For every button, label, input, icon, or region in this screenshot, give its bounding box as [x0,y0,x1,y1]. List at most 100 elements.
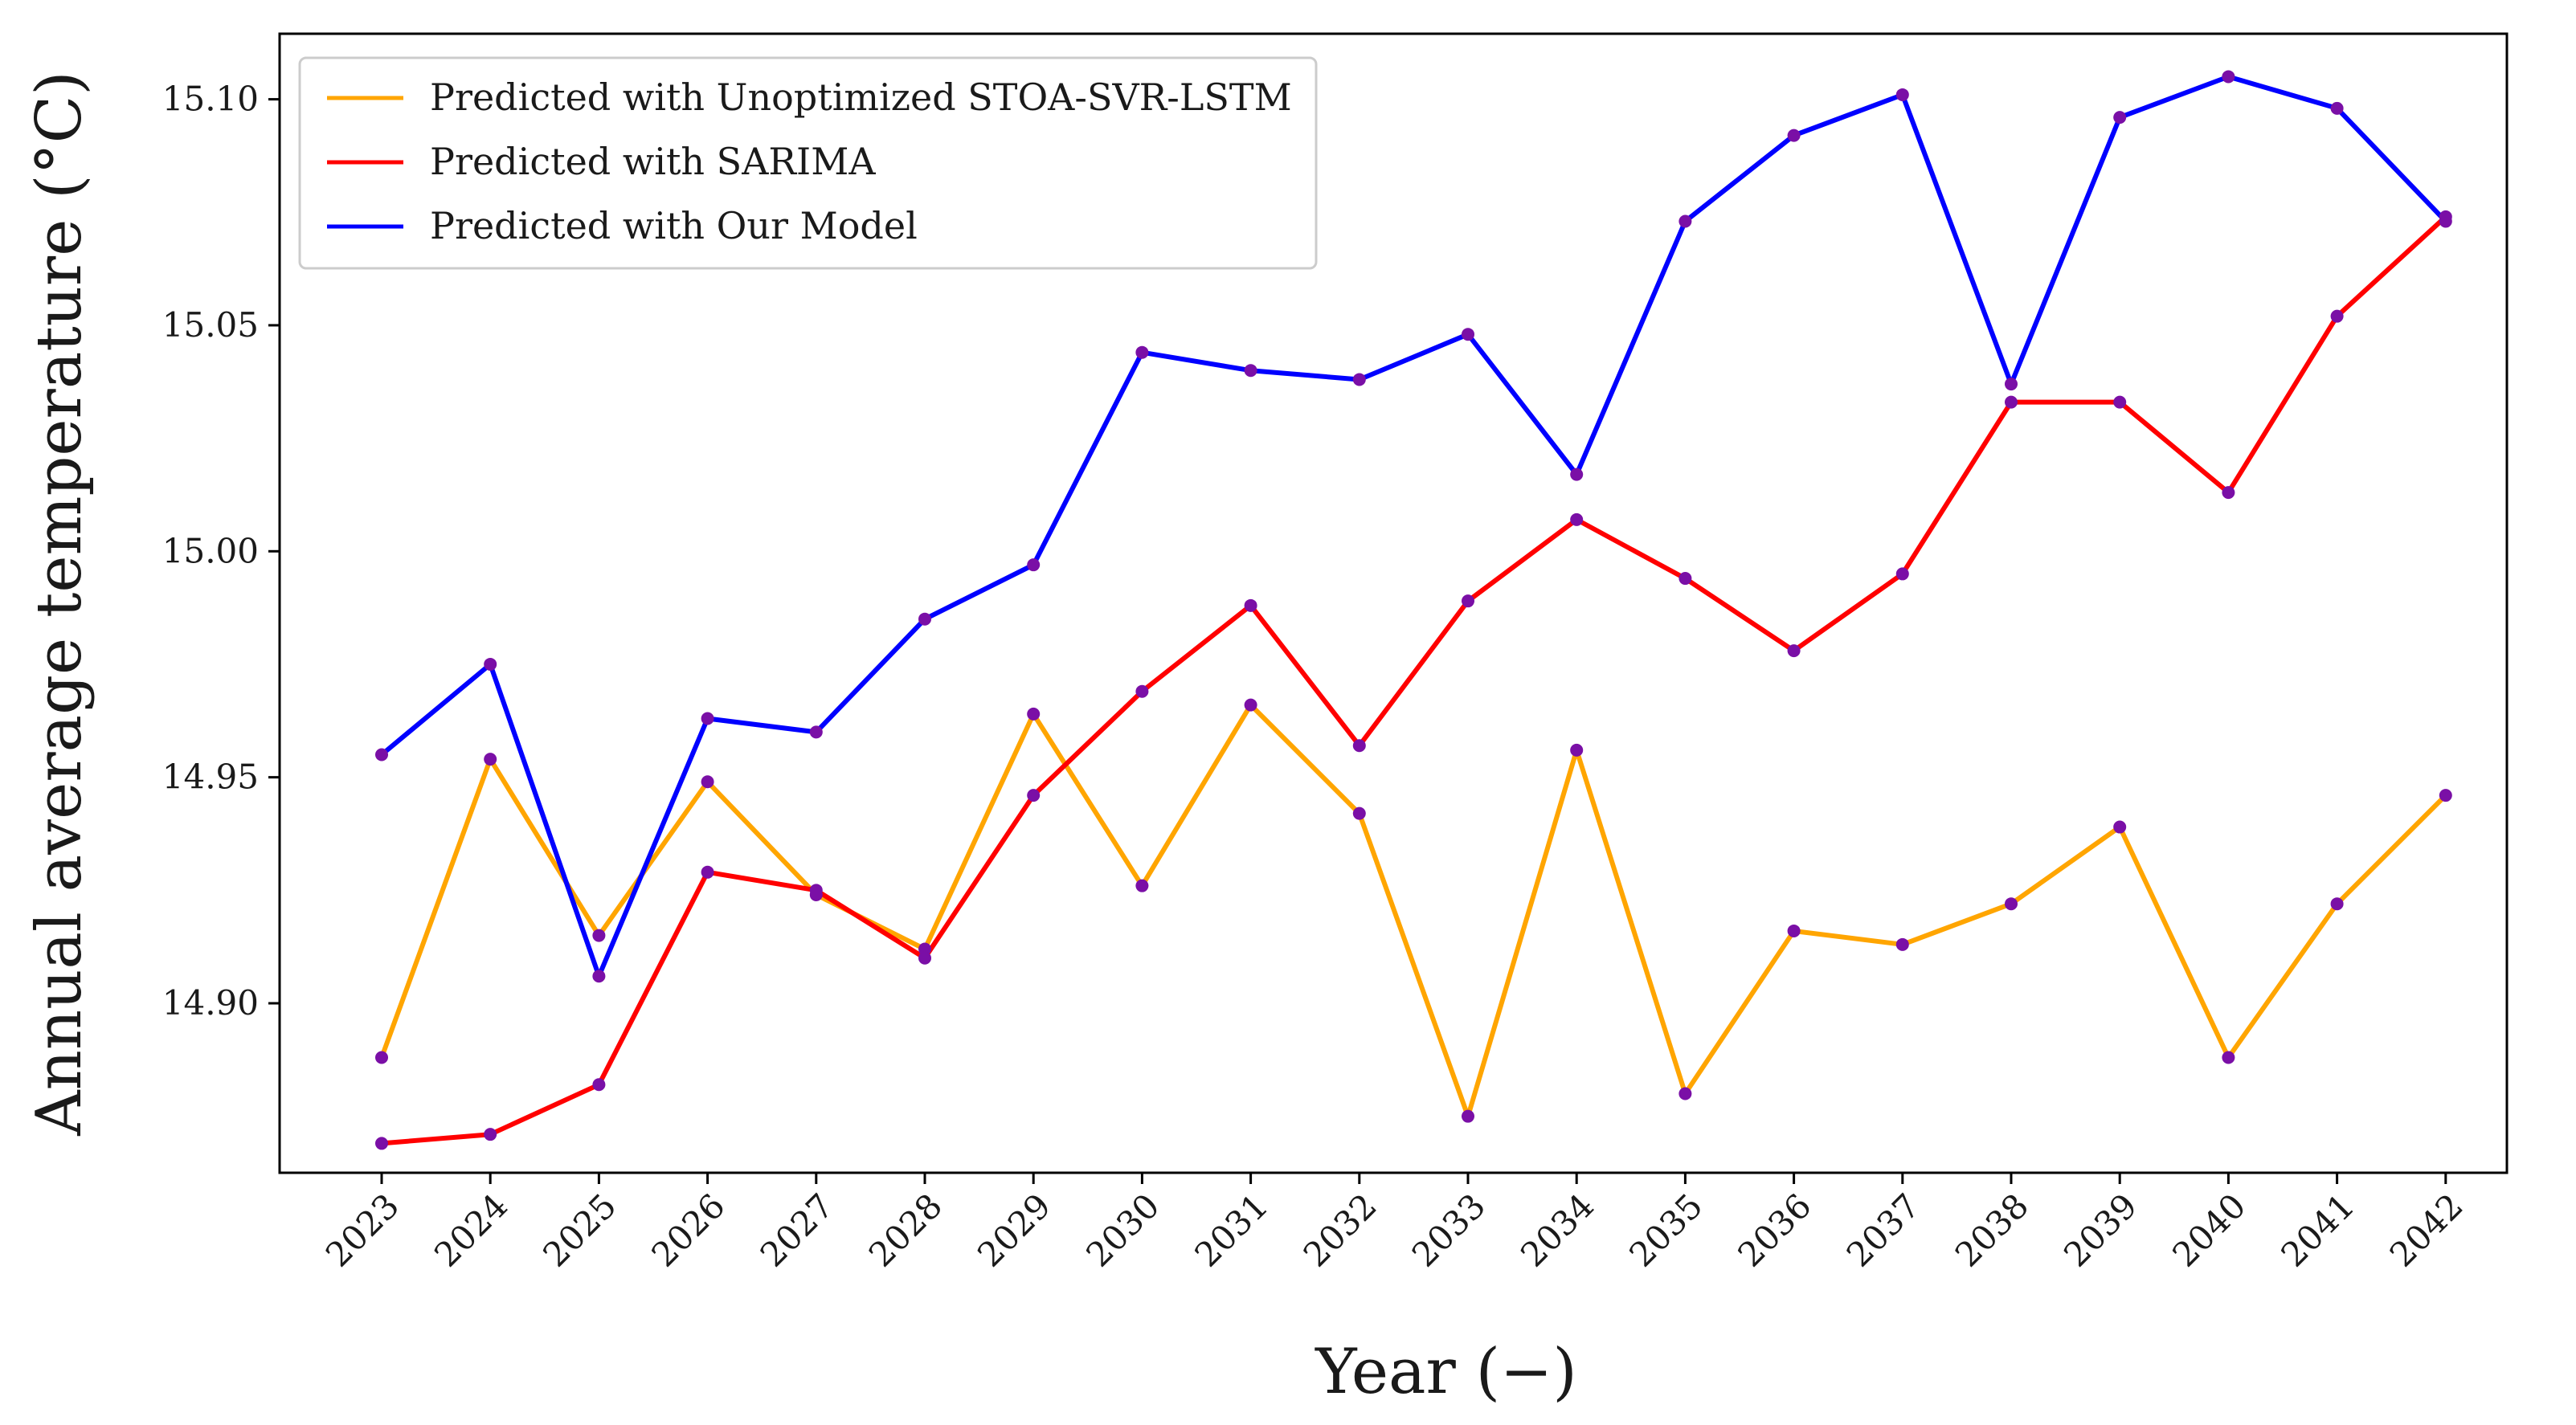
x-axis-title: Year (−) [1315,1336,1577,1408]
data-point [2330,101,2344,115]
data-point [1027,789,1041,802]
x-tick-label: 2037 [1839,1186,1928,1274]
series-layer [375,70,2452,1150]
data-point [1570,468,1584,481]
x-tick-label: 2029 [970,1186,1058,1274]
data-point [1135,684,1149,698]
y-axis-title: Annual average temperature (°C) [23,71,96,1136]
data-point [1570,512,1584,526]
data-point [2005,897,2018,911]
legend-label-sarima: Predicted with SARIMA [430,140,876,183]
data-point [375,748,388,761]
data-point [1135,879,1149,892]
data-point [1895,567,1909,581]
data-point [2439,789,2452,802]
series-0 [379,702,2447,1119]
data-point [592,970,606,983]
data-point [1895,88,1909,101]
data-point [2005,378,2018,391]
series-line [379,702,2447,1119]
data-point [2330,897,2344,911]
x-tick-label: 2025 [535,1186,624,1274]
data-point [701,712,714,725]
legend-label-our-model: Predicted with Our Model [430,204,918,247]
data-point [918,951,931,965]
data-point [1678,214,1692,228]
data-point [484,753,497,766]
y-tick-label: 15.10 [162,80,259,119]
y-tick-label: 14.95 [162,757,259,797]
series-markers-0 [375,698,2452,1123]
x-tick-label: 2038 [1948,1186,2036,1274]
series-markers-2 [375,70,2452,983]
data-point [1570,743,1584,757]
data-point [2113,395,2127,409]
data-point [1678,1087,1692,1100]
data-point [701,775,714,789]
y-axis: 14.90 14.95 15.00 15.05 15.10 [162,80,280,1023]
data-point [375,1137,388,1150]
x-tick-label: 2026 [644,1186,732,1274]
x-tick-label: 2039 [2056,1186,2145,1274]
x-tick-label: 2024 [427,1186,515,1274]
data-point [1352,373,1366,386]
data-point [1352,739,1366,753]
data-point [1787,129,1801,142]
data-point [1027,558,1041,572]
data-point [2005,395,2018,409]
series-line [380,74,2447,979]
x-tick-label: 2034 [1513,1186,1601,1274]
data-point [2222,486,2235,500]
data-point [918,612,931,626]
data-point [2330,309,2344,323]
data-point [592,1078,606,1092]
series-2 [380,74,2447,979]
data-point [1135,345,1149,359]
data-point [1787,644,1801,658]
x-axis: 2023 2024 2025 2026 2027 2028 2029 2030 2031 2032… [318,1173,2471,1275]
data-point [1244,364,1257,378]
y-tick-label: 15.05 [162,305,259,345]
x-tick-label: 2035 [1621,1186,1710,1274]
data-point [1462,594,1474,608]
x-tick-label: 2027 [753,1186,841,1274]
legend: Predicted with Unoptimized STOA-SVR-LSTM… [298,56,1318,270]
data-point [484,657,497,671]
x-tick-label: 2033 [1405,1186,1493,1274]
data-point [809,725,823,739]
x-tick-label: 2036 [1730,1186,1818,1274]
x-tick-label: 2028 [861,1186,950,1274]
x-tick-label: 2031 [1187,1186,1275,1274]
x-tick-label: 2042 [2382,1186,2471,1274]
series-line [381,214,2447,1146]
data-point [2439,214,2452,228]
data-point [375,1051,388,1064]
data-point [1462,328,1474,341]
series-markers-1 [375,210,2452,1150]
data-point [701,865,714,879]
data-point [1895,937,1909,951]
plot-frame [278,32,2509,1174]
y-tick-label: 14.90 [162,983,259,1023]
x-tick-label: 2030 [1078,1186,1167,1274]
data-point [2113,111,2127,125]
legend-label-unoptimized: Predicted with Unoptimized STOA-SVR-LSTM [430,76,1292,119]
x-tick-label: 2040 [2165,1186,2253,1274]
data-point [1462,1109,1474,1123]
data-point [1787,924,1801,937]
data-point [1244,698,1257,712]
data-point [2222,1051,2235,1064]
data-point [1244,598,1257,612]
x-tick-label: 2041 [2273,1186,2361,1274]
data-point [2113,820,2127,834]
legend-box [298,56,1318,270]
x-tick-label: 2032 [1296,1186,1384,1274]
data-point [1678,572,1692,586]
data-point [484,1128,497,1141]
data-point [809,884,823,897]
x-tick-label: 2023 [318,1186,407,1274]
data-point [918,942,931,956]
data-point [2222,70,2235,84]
data-point [592,929,606,942]
series-1 [381,214,2447,1146]
